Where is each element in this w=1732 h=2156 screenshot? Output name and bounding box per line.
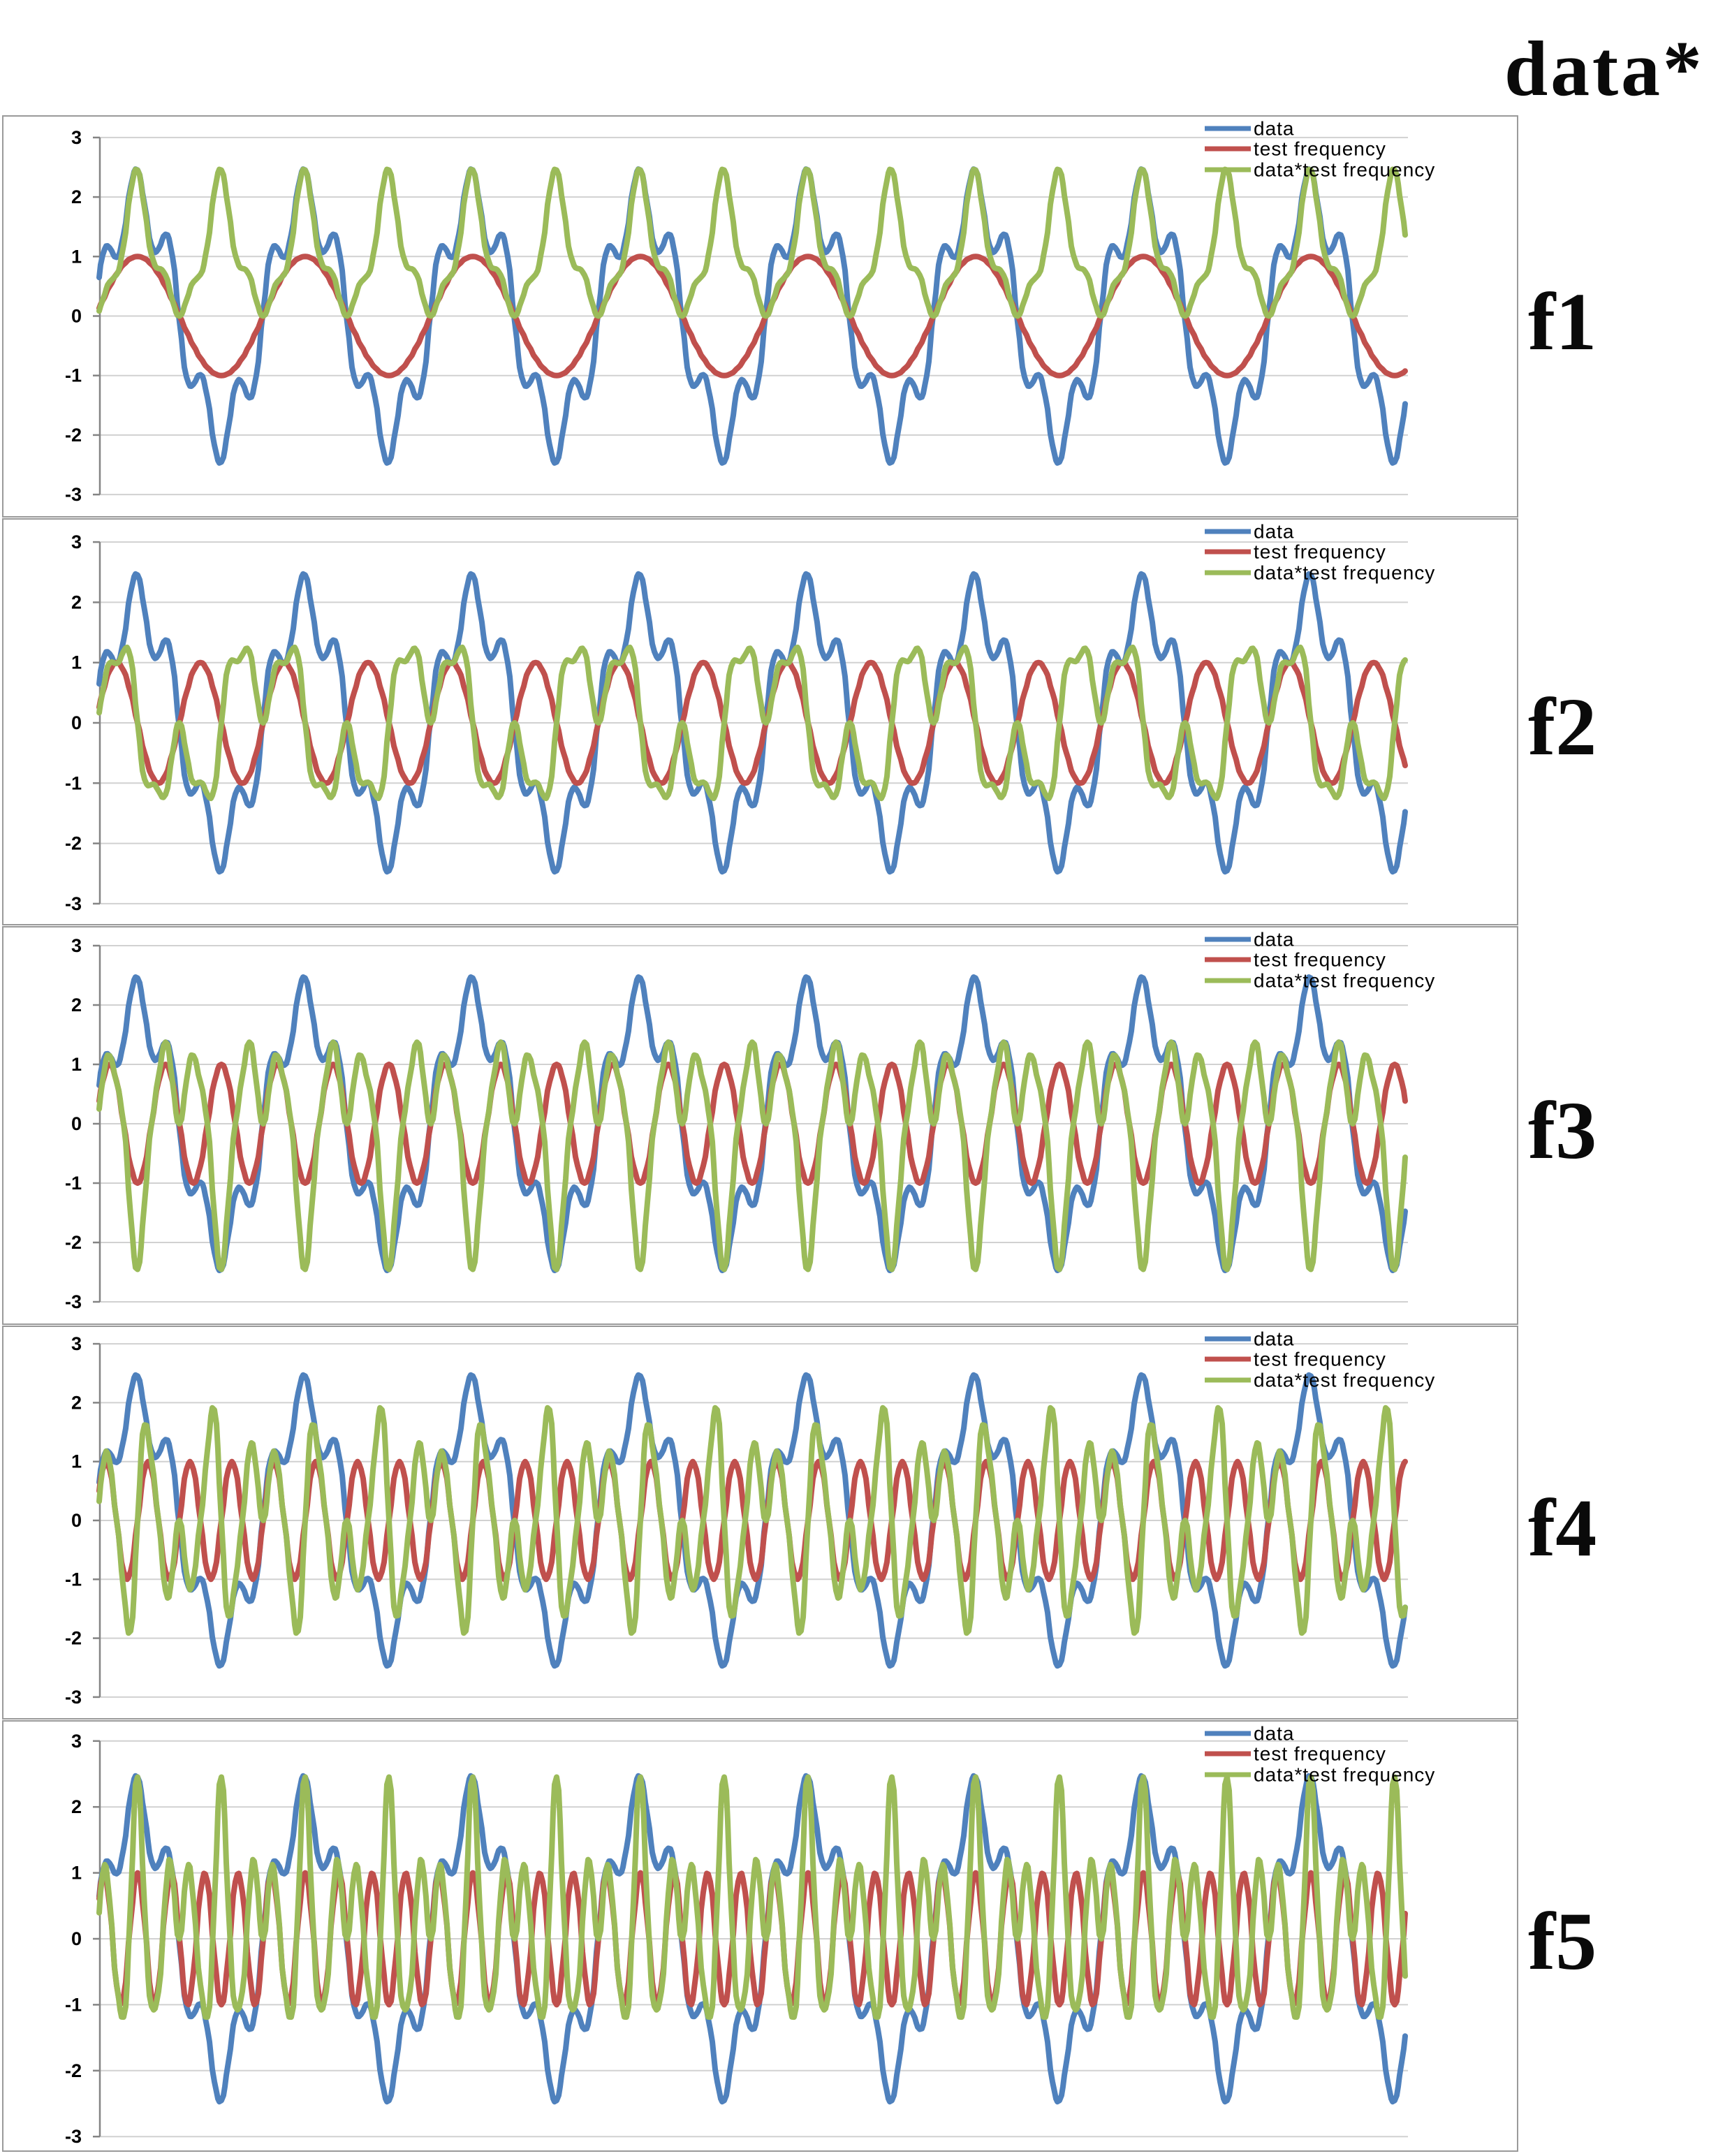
svg-text:data: data xyxy=(1254,1328,1295,1350)
svg-text:data*: data* xyxy=(1504,26,1705,112)
svg-text:3: 3 xyxy=(71,531,82,552)
svg-text:f1: f1 xyxy=(1528,276,1597,367)
svg-text:test frequency: test frequency xyxy=(1254,949,1386,971)
svg-text:0: 0 xyxy=(71,1510,82,1531)
svg-text:2: 2 xyxy=(71,1392,82,1413)
svg-text:-3: -3 xyxy=(65,1687,82,1708)
svg-text:data: data xyxy=(1254,118,1295,140)
svg-text:data*test frequency: data*test frequency xyxy=(1254,1370,1435,1391)
svg-text:data*test frequency: data*test frequency xyxy=(1254,1764,1435,1786)
svg-text:3: 3 xyxy=(71,935,82,956)
svg-text:-2: -2 xyxy=(65,2060,82,2081)
svg-text:1: 1 xyxy=(71,1451,82,1472)
svg-text:-1: -1 xyxy=(65,365,82,386)
svg-text:test frequency: test frequency xyxy=(1254,1349,1386,1370)
svg-text:-1: -1 xyxy=(65,1569,82,1590)
svg-text:f3: f3 xyxy=(1528,1085,1597,1176)
svg-text:1: 1 xyxy=(71,246,82,267)
svg-text:-2: -2 xyxy=(65,425,82,446)
svg-text:-1: -1 xyxy=(65,1994,82,2015)
svg-text:data: data xyxy=(1254,1723,1295,1745)
svg-text:test frequency: test frequency xyxy=(1254,541,1386,563)
svg-text:-1: -1 xyxy=(65,1173,82,1194)
svg-text:f2: f2 xyxy=(1528,681,1597,772)
svg-text:1: 1 xyxy=(71,1054,82,1075)
svg-text:-2: -2 xyxy=(65,1232,82,1253)
svg-text:-1: -1 xyxy=(65,772,82,793)
svg-text:0: 0 xyxy=(71,1928,82,1949)
svg-text:test frequency: test frequency xyxy=(1254,1743,1386,1765)
svg-text:data: data xyxy=(1254,929,1295,951)
svg-text:0: 0 xyxy=(71,1113,82,1134)
svg-text:3: 3 xyxy=(71,1731,82,1752)
svg-text:f5: f5 xyxy=(1528,1895,1597,1987)
svg-text:test frequency: test frequency xyxy=(1254,138,1386,160)
svg-text:0: 0 xyxy=(71,712,82,733)
svg-text:-3: -3 xyxy=(65,893,82,914)
svg-text:data*test frequency: data*test frequency xyxy=(1254,970,1435,992)
svg-text:3: 3 xyxy=(71,127,82,148)
svg-text:-3: -3 xyxy=(65,1291,82,1312)
svg-text:data*test frequency: data*test frequency xyxy=(1254,159,1435,181)
svg-text:1: 1 xyxy=(71,1863,82,1884)
svg-text:f4: f4 xyxy=(1528,1482,1597,1574)
svg-text:data*test frequency: data*test frequency xyxy=(1254,562,1435,584)
svg-text:1: 1 xyxy=(71,652,82,673)
svg-text:2: 2 xyxy=(71,1796,82,1817)
svg-text:-2: -2 xyxy=(65,833,82,854)
svg-text:2: 2 xyxy=(71,186,82,207)
svg-text:2: 2 xyxy=(71,592,82,613)
svg-text:-3: -3 xyxy=(65,484,82,505)
svg-text:0: 0 xyxy=(71,306,82,327)
svg-text:3: 3 xyxy=(71,1333,82,1354)
svg-text:2: 2 xyxy=(71,995,82,1015)
svg-text:-3: -3 xyxy=(65,2126,82,2147)
svg-text:-2: -2 xyxy=(65,1628,82,1649)
svg-text:data: data xyxy=(1254,521,1295,543)
